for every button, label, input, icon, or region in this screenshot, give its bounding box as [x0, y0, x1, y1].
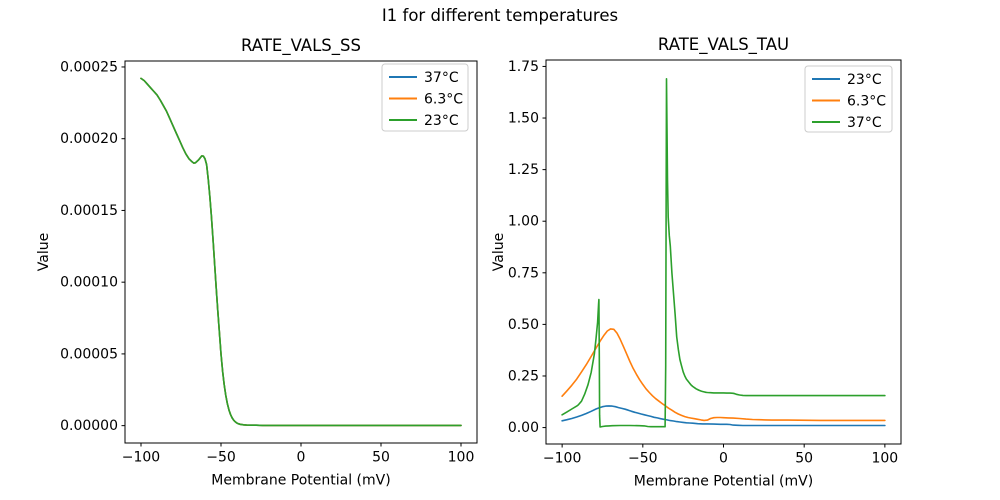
- legend-rate-vals-ss: 37°C 6.3°C 23°C: [381, 63, 469, 132]
- y-tick-label: 1.00: [508, 214, 539, 230]
- x-tick-label: 50: [372, 450, 390, 466]
- y-tick-label: 0.00010: [60, 275, 118, 291]
- y-tick-label: 0.00015: [60, 203, 118, 219]
- y-tick-label: 1.75: [508, 59, 539, 75]
- legend-label-6.3c: 6.3°C: [847, 94, 886, 110]
- x-axis-label: Membrane Potential (mV): [211, 473, 390, 489]
- legend-label-6.3c: 6.3°C: [424, 92, 463, 108]
- chart-title-rate-vals-tau: RATE_VALS_TAU: [658, 35, 789, 55]
- x-tick-label: 0: [297, 450, 306, 466]
- y-axis-label: Value: [36, 233, 52, 271]
- legend-rate-vals-tau: 23°C 6.3°C 37°C: [804, 65, 893, 133]
- legend-label-37c: 37°C: [424, 70, 459, 86]
- series-line-6.3c: [561, 328, 886, 422]
- chart-rate-vals-tau: −100 −50 0 50 100 0.00 0.25 0.50 0.75 1.00 1.25 1.5…: [491, 35, 902, 490]
- chart-rate-vals-ss: −100 −50 0 50 100 0.00000 0.00005 0.00010 0.0001…: [36, 36, 478, 489]
- x-axis-label: Membrane Potential (mV): [634, 474, 813, 490]
- legend-label-37c: 37°C: [847, 115, 882, 131]
- x-tick-label: −100: [543, 451, 581, 467]
- y-tick-label: 0.00000: [60, 418, 118, 434]
- legend-label-23c: 23°C: [847, 72, 882, 88]
- y-tick-label: 0.00020: [60, 131, 118, 147]
- y-tick-label: 1.25: [508, 162, 539, 178]
- chart-title-rate-vals-ss: RATE_VALS_SS: [241, 36, 361, 56]
- series-line-23c: [561, 405, 886, 427]
- y-tick-label: 0.00025: [60, 59, 118, 75]
- y-tick-label: 1.50: [508, 111, 539, 127]
- series-line-23c: [140, 77, 462, 427]
- y-tick-label: 0.00005: [60, 346, 118, 362]
- legend-label-23c: 23°C: [424, 113, 459, 129]
- y-tick-label: 0.50: [508, 317, 539, 333]
- y-axis-label: Value: [491, 233, 507, 271]
- y-tick-label: 0.25: [508, 368, 539, 384]
- x-tick-label: 100: [448, 450, 475, 466]
- x-tick-label: 50: [795, 451, 813, 467]
- legend-box: [804, 65, 893, 133]
- x-tick-label: 0: [719, 451, 728, 467]
- x-tick-label: −50: [206, 450, 236, 466]
- y-tick-label: 0.75: [508, 265, 539, 281]
- x-tick-label: 100: [871, 451, 898, 467]
- legend-box: [381, 63, 469, 132]
- figure-suptitle: I1 for different temperatures: [381, 6, 619, 25]
- series-line-37c: [561, 78, 886, 428]
- x-tick-label: −50: [628, 451, 658, 467]
- y-tick-label: 0.00: [508, 420, 539, 436]
- x-tick-label: −100: [122, 450, 160, 466]
